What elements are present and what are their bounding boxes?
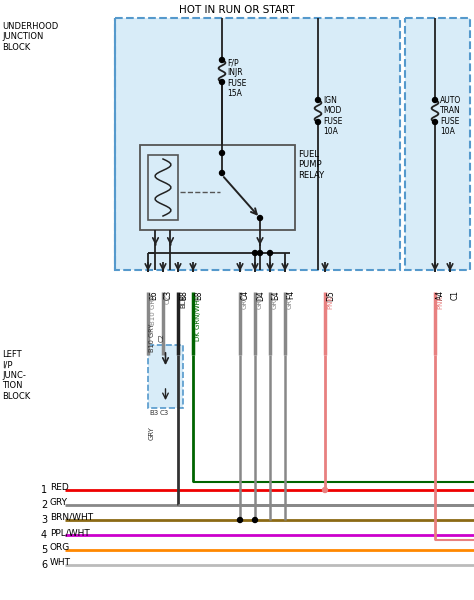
Text: FUEL
PUMP
RELAY: FUEL PUMP RELAY bbox=[298, 150, 324, 180]
Text: PPL/WHT: PPL/WHT bbox=[50, 528, 90, 537]
Text: 5: 5 bbox=[41, 545, 47, 555]
Text: GRY: GRY bbox=[287, 295, 293, 309]
Text: GRY: GRY bbox=[272, 295, 278, 309]
Circle shape bbox=[257, 251, 263, 256]
Circle shape bbox=[219, 79, 225, 85]
Text: LEFT
I/P
JUNC-
TION
BLOCK: LEFT I/P JUNC- TION BLOCK bbox=[2, 350, 30, 401]
Circle shape bbox=[267, 251, 273, 256]
Text: E4: E4 bbox=[271, 290, 280, 299]
Bar bbox=[405, 18, 470, 270]
Text: B8: B8 bbox=[179, 290, 188, 300]
Text: DK GRN/WHT: DK GRN/WHT bbox=[195, 295, 201, 341]
Text: RED: RED bbox=[50, 483, 69, 492]
Text: AUTO
TRAN
FUSE
10A: AUTO TRAN FUSE 10A bbox=[440, 96, 461, 136]
Text: 3: 3 bbox=[41, 515, 47, 525]
Text: F4: F4 bbox=[286, 290, 295, 299]
Text: WHT: WHT bbox=[50, 558, 71, 567]
Text: E8: E8 bbox=[194, 290, 203, 299]
Circle shape bbox=[257, 215, 263, 220]
Text: C4: C4 bbox=[241, 290, 250, 300]
Text: 4: 4 bbox=[41, 530, 47, 540]
Text: UNDERHOOD
JUNCTION
BLOCK: UNDERHOOD JUNCTION BLOCK bbox=[2, 22, 58, 52]
Circle shape bbox=[253, 251, 257, 256]
Circle shape bbox=[237, 517, 243, 523]
Text: GRY: GRY bbox=[149, 426, 155, 440]
Text: PNK: PNK bbox=[437, 295, 443, 309]
Text: GRY: GRY bbox=[50, 498, 68, 507]
Bar bbox=[115, 18, 400, 270]
Circle shape bbox=[316, 119, 320, 124]
Text: C3: C3 bbox=[164, 290, 173, 300]
Circle shape bbox=[432, 97, 438, 103]
Text: B10 GRY: B10 GRY bbox=[150, 295, 156, 325]
Text: D5: D5 bbox=[326, 290, 335, 301]
Text: 6: 6 bbox=[41, 560, 47, 570]
Text: E6: E6 bbox=[149, 290, 158, 299]
Text: B10 GRY: B10 GRY bbox=[149, 323, 155, 352]
Text: IGN
MOD
FUSE
10A: IGN MOD FUSE 10A bbox=[323, 96, 342, 136]
Text: A4: A4 bbox=[436, 290, 445, 300]
Text: C2: C2 bbox=[165, 295, 171, 304]
Circle shape bbox=[219, 58, 225, 62]
Text: GRY: GRY bbox=[242, 295, 248, 309]
Text: F/P
INJR
FUSE
15A: F/P INJR FUSE 15A bbox=[227, 58, 246, 98]
Text: C1: C1 bbox=[451, 290, 460, 300]
Circle shape bbox=[253, 517, 257, 523]
Text: GRY: GRY bbox=[257, 295, 263, 309]
Bar bbox=[148, 155, 178, 220]
Text: C3: C3 bbox=[160, 410, 169, 416]
Text: BRN/WHT: BRN/WHT bbox=[50, 513, 93, 522]
Text: BLK: BLK bbox=[180, 295, 186, 308]
Circle shape bbox=[322, 487, 328, 493]
Circle shape bbox=[219, 170, 225, 175]
Circle shape bbox=[316, 97, 320, 103]
Text: 1: 1 bbox=[41, 485, 47, 495]
Text: 2: 2 bbox=[41, 500, 47, 510]
Circle shape bbox=[432, 119, 438, 124]
Text: PNK: PNK bbox=[327, 295, 333, 309]
Text: C2: C2 bbox=[159, 333, 165, 342]
Circle shape bbox=[219, 151, 225, 155]
Text: B3: B3 bbox=[149, 410, 158, 416]
Text: HOT IN RUN OR START: HOT IN RUN OR START bbox=[179, 5, 295, 15]
Text: ORG: ORG bbox=[50, 543, 70, 552]
Bar bbox=[140, 145, 295, 230]
Bar bbox=[148, 345, 183, 408]
Text: D4: D4 bbox=[256, 290, 265, 301]
